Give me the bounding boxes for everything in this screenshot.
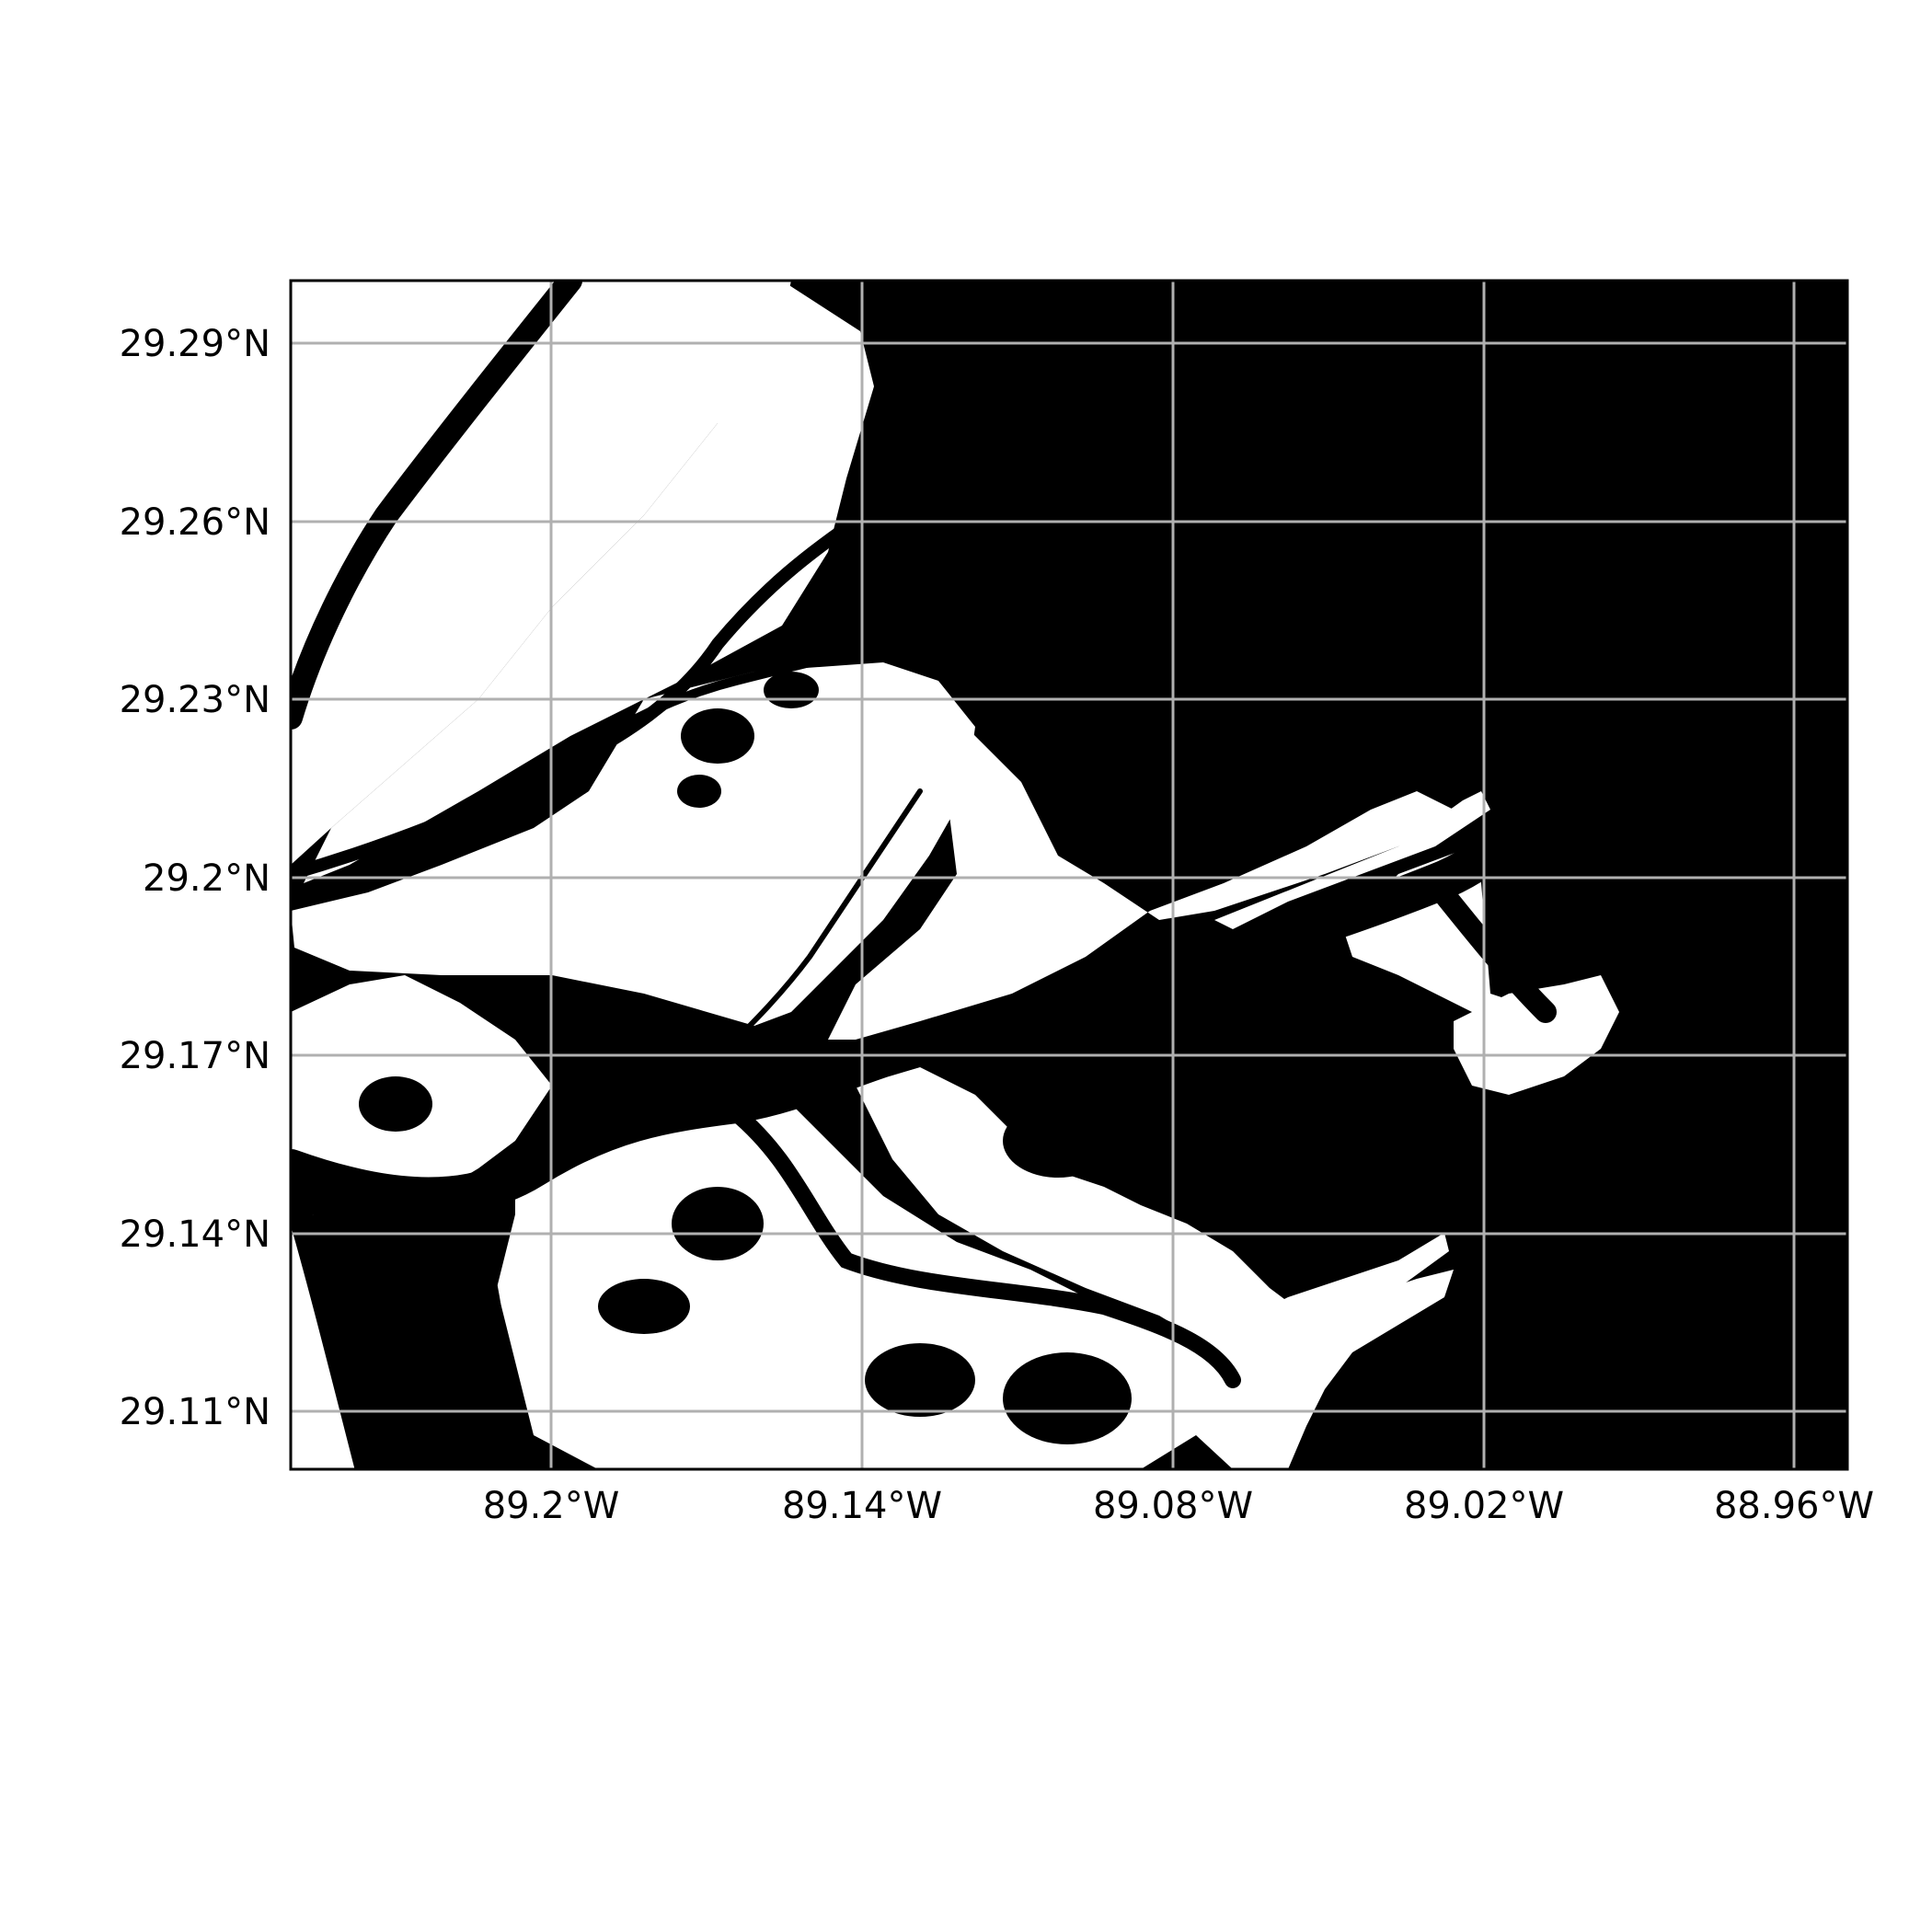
land-south-spit: [1233, 1233, 1449, 1398]
land-north-jetty: [1214, 791, 1490, 929]
channel-pass-mouth: [1424, 872, 1557, 1023]
lat-tick-label: 29.17°N: [120, 1035, 270, 1077]
lat-tick-label: 29.23°N: [120, 679, 270, 721]
pond: [359, 1076, 432, 1132]
latitude-axis: 29.29°N 29.26°N 29.23°N 29.2°N 29.17°N 2…: [120, 323, 270, 1433]
pond: [677, 775, 721, 808]
longitude-axis: 89.2°W 89.14°W 89.08°W 89.02°W 88.96°W: [483, 1485, 1874, 1527]
lat-tick-label: 29.29°N: [120, 323, 270, 365]
lat-tick-label: 29.14°N: [120, 1213, 270, 1256]
ponds-layer: [359, 672, 1316, 1444]
pond: [589, 1058, 699, 1113]
river-northwest: [291, 281, 582, 730]
pond: [1187, 1095, 1242, 1168]
channel-layer: [291, 281, 1557, 1469]
pond: [865, 1343, 975, 1417]
land-pass-island: [1454, 975, 1619, 1095]
lon-tick-label: 88.96°W: [1714, 1485, 1874, 1527]
lon-tick-label: 89.02°W: [1404, 1485, 1564, 1527]
pond: [1003, 1352, 1132, 1444]
map-frame: [289, 279, 1849, 1471]
lat-tick-label: 29.2°N: [143, 857, 270, 900]
pond: [1003, 1104, 1113, 1178]
channel-north-branch: [291, 509, 871, 880]
bayou-west: [291, 1211, 381, 1469]
lon-tick-label: 89.14°W: [782, 1485, 942, 1527]
lon-tick-label: 89.2°W: [483, 1485, 620, 1527]
river-main: [291, 809, 1537, 1216]
pond: [672, 1187, 764, 1260]
pond: [1067, 984, 1141, 1040]
channel-central: [733, 788, 923, 1042]
land-northwest: [291, 281, 791, 865]
lon-tick-label: 89.08°W: [1093, 1485, 1253, 1527]
gridlines: [291, 281, 1847, 1469]
pond: [681, 708, 754, 764]
land-north-central: [304, 281, 874, 883]
map-area[interactable]: [291, 281, 1847, 1469]
land-south-east: [856, 1067, 1454, 1469]
lat-tick-label: 29.11°N: [120, 1391, 270, 1433]
bayou-south: [474, 1219, 520, 1469]
land-marsh-east: [828, 699, 1454, 1040]
pond: [1242, 1040, 1316, 1132]
pond: [598, 1279, 690, 1334]
pond: [764, 672, 819, 708]
lat-tick-label: 29.26°N: [120, 501, 270, 544]
channel-north-island: [547, 621, 971, 777]
channel-south: [728, 1105, 1241, 1388]
land-central-island: [291, 662, 975, 1026]
